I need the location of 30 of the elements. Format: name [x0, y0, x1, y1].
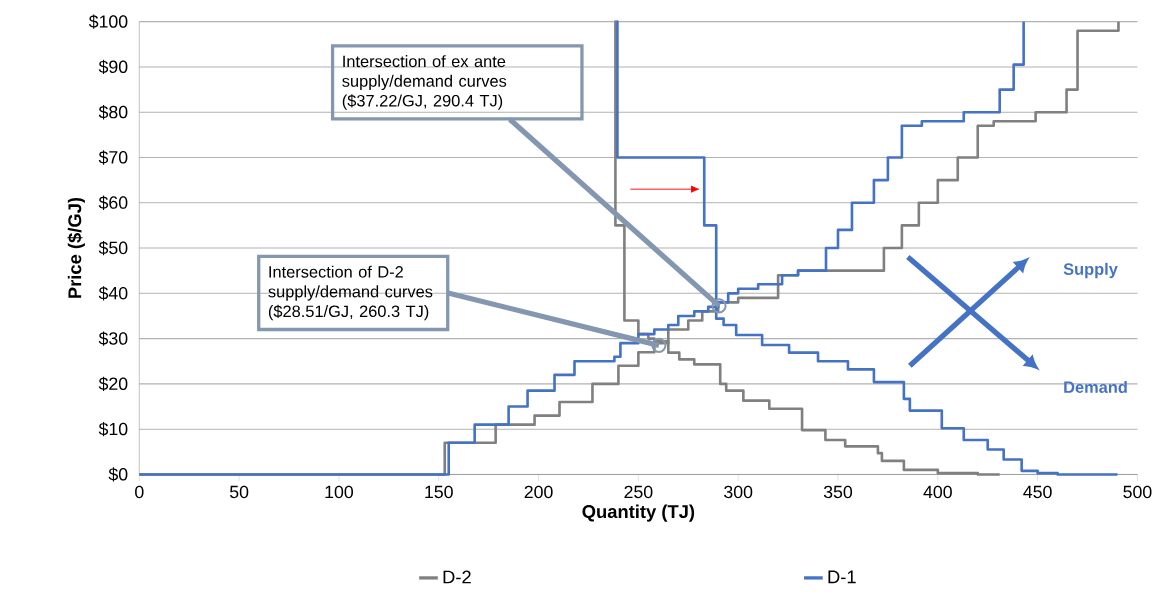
x-tick-label: 250: [624, 485, 653, 499]
x-tick-label: 300: [724, 485, 753, 499]
y-tick-label: $100: [88, 14, 128, 30]
y-tick-label: $90: [98, 60, 128, 75]
y-tick-label: $40: [98, 286, 128, 301]
y-tick-label: $20: [98, 376, 128, 392]
x-axis-title: Quantity (TJ): [582, 504, 695, 522]
y-axis-title: Price ($/GJ): [67, 198, 85, 299]
annotation: Demand: [1064, 381, 1127, 394]
x-tick-label: 150: [425, 485, 453, 499]
x-tick-label: 450: [1023, 485, 1052, 499]
x-tick-label: 0: [135, 485, 144, 499]
annotation: Supply: [1063, 263, 1118, 279]
y-tick-label: $70: [98, 150, 128, 165]
legend-label: D-2: [443, 570, 471, 584]
x-tick-label: 50: [229, 485, 249, 499]
y-tick-label: $60: [98, 195, 128, 211]
annotation: Intersection of ex ante supply/demand curves ($37.22/GJ, 290.4 TJ): [342, 55, 507, 111]
x-tick-label: 100: [325, 485, 354, 499]
legend-label: D-1: [828, 570, 856, 584]
annotation: Intersection of D-2 supply/demand curves ($28.51/GJ, 260.3 TJ): [268, 265, 433, 321]
x-tick-label: 400: [923, 485, 952, 499]
y-tick-label: $80: [98, 105, 128, 120]
y-tick-label: $30: [98, 331, 128, 347]
x-tick-label: 350: [823, 485, 853, 499]
y-tick-label: $0: [108, 467, 128, 482]
x-tick-label: 500: [1123, 485, 1152, 499]
y-tick-label: $10: [98, 422, 128, 437]
y-tick-label: $50: [98, 241, 128, 256]
x-tick-label: 200: [524, 485, 553, 499]
